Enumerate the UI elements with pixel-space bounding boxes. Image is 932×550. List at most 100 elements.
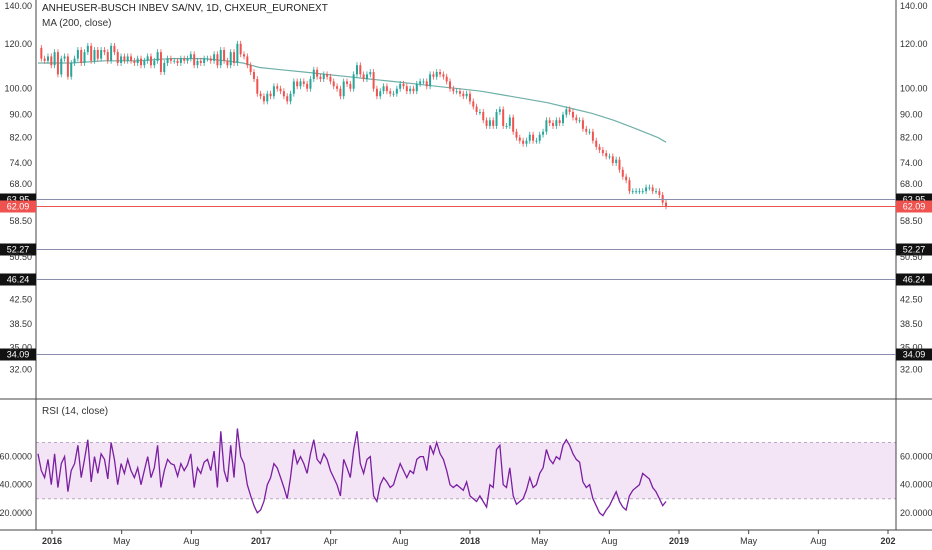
candle-body — [392, 93, 395, 95]
candle-body — [289, 93, 292, 102]
candle-body — [389, 91, 392, 94]
candle-body — [56, 52, 59, 75]
candle-body — [90, 45, 93, 61]
x-tick-label: 2018 — [460, 536, 480, 546]
rsi-tick-label-left: 60.0000 — [0, 452, 32, 462]
level-badge-right — [896, 200, 932, 213]
candle-body — [209, 58, 212, 61]
pane-frames — [0, 0, 932, 531]
candle-body — [252, 72, 255, 80]
candle-body — [618, 159, 621, 170]
y-tick-label-right: 74.00 — [900, 158, 923, 168]
candle-body — [116, 52, 119, 63]
candle-body — [359, 65, 362, 75]
candle-body — [70, 62, 73, 77]
candle-body — [110, 45, 113, 61]
candle-body — [625, 176, 628, 181]
candle-body — [259, 93, 262, 97]
candle-body — [422, 81, 425, 83]
candle-body — [312, 69, 315, 80]
candle-body — [306, 83, 309, 89]
candle-body — [286, 96, 289, 102]
level-badge-right — [896, 273, 932, 286]
candle-body — [419, 81, 422, 84]
candle-body — [568, 109, 571, 112]
candle-body — [113, 45, 116, 53]
y-tick-label-right: 68.00 — [900, 179, 923, 189]
candle-body — [382, 86, 385, 92]
y-tick-label-left: 140.00 — [4, 1, 32, 11]
candle-body — [219, 50, 222, 66]
candle-body — [106, 52, 109, 61]
candle-body — [120, 56, 123, 63]
price-y-axis: 140.00 140.00 120.00 120.00 100.00 100.00 90.0… — [4, 1, 927, 375]
candle-body — [402, 83, 405, 87]
candle-body — [53, 52, 56, 66]
y-tick-label-right: 50.50 — [900, 252, 923, 262]
candle-body — [508, 117, 511, 126]
candle-body — [269, 93, 272, 97]
candle-body — [555, 120, 558, 126]
candle-body — [432, 74, 435, 77]
candle-body — [429, 74, 432, 87]
y-tick-label-left: 120.00 — [4, 39, 32, 49]
level-label-right: 46.24 — [903, 275, 926, 285]
candle-body — [498, 109, 501, 112]
candle-body — [342, 81, 345, 97]
candle-body — [455, 91, 458, 93]
rsi-band-fill — [36, 442, 896, 499]
y-tick-label-left: 32.00 — [9, 365, 32, 375]
candle-body — [631, 191, 634, 193]
candle-body — [236, 43, 239, 63]
candle-body — [485, 120, 488, 126]
y-tick-label-left: 50.50 — [9, 252, 32, 262]
candle-body — [665, 202, 667, 207]
candle-body — [292, 81, 295, 94]
candle-body — [76, 50, 79, 59]
candle-body — [638, 191, 641, 193]
candle-body — [63, 56, 66, 59]
candle-body — [282, 91, 285, 97]
candle-body — [223, 50, 226, 61]
candle-body — [465, 93, 468, 97]
candle-body — [163, 62, 166, 73]
rsi-tick-label-right: 20.0000 — [900, 508, 932, 518]
y-tick-label-left: 42.50 — [9, 295, 32, 305]
candle-body — [339, 88, 342, 97]
candle-body — [661, 194, 664, 203]
candle-body — [302, 81, 305, 84]
candle-body — [126, 56, 129, 61]
candle-body — [239, 43, 242, 55]
level-label-right: 62.09 — [903, 202, 926, 212]
candle-body — [375, 88, 378, 97]
x-tick-label: Apr — [324, 536, 338, 546]
candle-body — [598, 146, 601, 151]
candle-body — [40, 47, 43, 59]
candle-body — [43, 58, 46, 61]
candle-body — [199, 60, 202, 63]
candle-body — [415, 83, 418, 92]
candle-body — [571, 111, 574, 118]
x-tick-label: May — [740, 536, 758, 546]
candle-body — [176, 60, 179, 63]
y-tick-label-left: 82.00 — [9, 133, 32, 143]
y-tick-label-right: 42.50 — [900, 295, 923, 305]
candle-body — [561, 114, 564, 124]
candle-body — [462, 93, 465, 97]
x-tick-label: May — [113, 536, 131, 546]
candle-body — [369, 72, 372, 75]
candle-body — [296, 81, 299, 87]
candle-body — [585, 128, 588, 132]
level-label-left: 63.95 — [7, 195, 30, 205]
candle-body — [362, 74, 365, 80]
level-badge-right — [896, 243, 932, 256]
candle-body — [395, 88, 398, 94]
rsi-path — [37, 428, 667, 517]
candle-body — [528, 134, 531, 141]
rsi-y-axis: 60.0000 60.0000 40.0000 40.0000 20.0000 20.00… — [0, 452, 932, 518]
candle-body — [183, 58, 186, 61]
candle-body — [355, 65, 358, 75]
candle-body — [216, 54, 219, 66]
y-tick-label-right: 120.00 — [900, 39, 928, 49]
